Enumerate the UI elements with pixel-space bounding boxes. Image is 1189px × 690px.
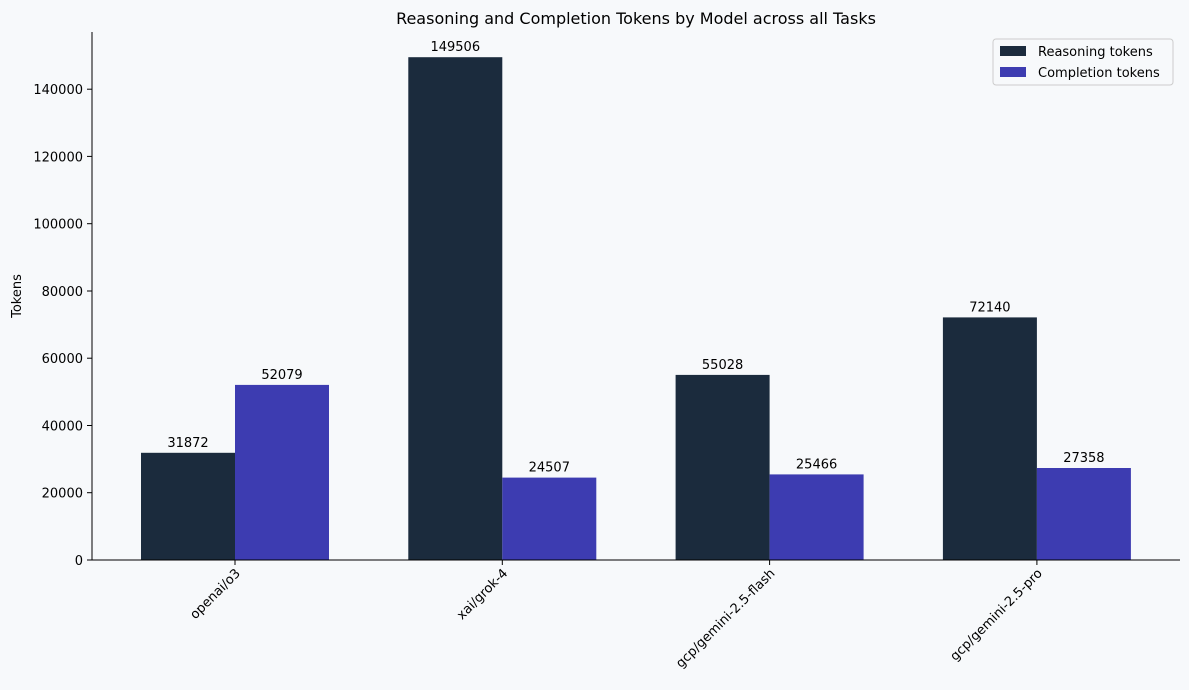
bar-completion-3	[1036, 468, 1131, 560]
y-tick-label-6: 120000	[33, 150, 83, 165]
bar-reasoning-0	[141, 452, 235, 560]
y-axis-title: Tokens	[10, 274, 25, 319]
y-tick-label-1: 20000	[42, 487, 83, 502]
value-label-completion-0: 52079	[261, 368, 302, 383]
x-tick-label-2: gcp/gemini-2.5-flash	[673, 566, 778, 671]
legend-swatch-reasoning	[1000, 46, 1026, 56]
value-label-reasoning-2: 55028	[702, 358, 743, 373]
x-tick-label-1: xai/grok-4	[454, 566, 511, 623]
value-label-completion-2: 25466	[796, 457, 837, 472]
chart-title: Reasoning and Completion Tokens by Model…	[396, 9, 876, 28]
bar-reasoning-1	[408, 57, 503, 560]
x-ticks-layer: openai/o3 xai/grok-4 gcp/gemini-2.5-flash g…	[188, 560, 1046, 671]
value-labels-layer: 31872 52079 149506 24507 55028 25466 72140 2735…	[167, 40, 1104, 475]
y-tick-label-7: 140000	[33, 83, 83, 98]
value-label-reasoning-0: 31872	[167, 436, 208, 451]
value-label-reasoning-1: 149506	[430, 40, 480, 55]
legend-swatch-completion	[1000, 67, 1026, 77]
bar-completion-1	[502, 477, 597, 560]
x-tick-label-0: openai/o3	[188, 566, 244, 622]
y-ticks-layer: 0 20000 40000 60000 80000 100000 120000 140000	[33, 83, 92, 569]
axes-layer	[91, 32, 1180, 561]
x-tick-label-3: gcp/gemini-2.5-pro	[948, 566, 1046, 664]
legend-box	[992, 38, 1174, 86]
y-tick-label-4: 80000	[42, 285, 83, 300]
bar-completion-0	[235, 384, 329, 560]
y-tick-label-5: 100000	[33, 218, 83, 233]
bars-layer	[141, 57, 1131, 560]
bar-completion-2	[769, 474, 864, 560]
legend-label-completion: Completion tokens	[1038, 66, 1160, 81]
bar-reasoning-2	[675, 374, 770, 560]
y-tick-label-3: 60000	[42, 352, 83, 367]
value-label-completion-3: 27358	[1063, 451, 1104, 466]
value-label-completion-1: 24507	[529, 461, 570, 476]
bar-reasoning-3	[942, 317, 1037, 560]
legend-label-reasoning: Reasoning tokens	[1038, 45, 1153, 60]
y-tick-label-0: 0	[75, 554, 83, 569]
value-label-reasoning-3: 72140	[969, 300, 1010, 315]
legend: Reasoning tokens Completion tokens	[992, 38, 1174, 86]
y-tick-label-2: 40000	[42, 420, 83, 435]
